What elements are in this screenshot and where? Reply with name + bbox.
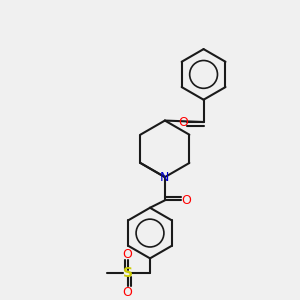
Text: O: O	[123, 248, 133, 261]
Text: N: N	[160, 171, 170, 184]
Text: O: O	[181, 194, 191, 207]
Text: O: O	[178, 116, 188, 128]
Text: S: S	[123, 266, 133, 280]
Text: O: O	[123, 286, 133, 299]
